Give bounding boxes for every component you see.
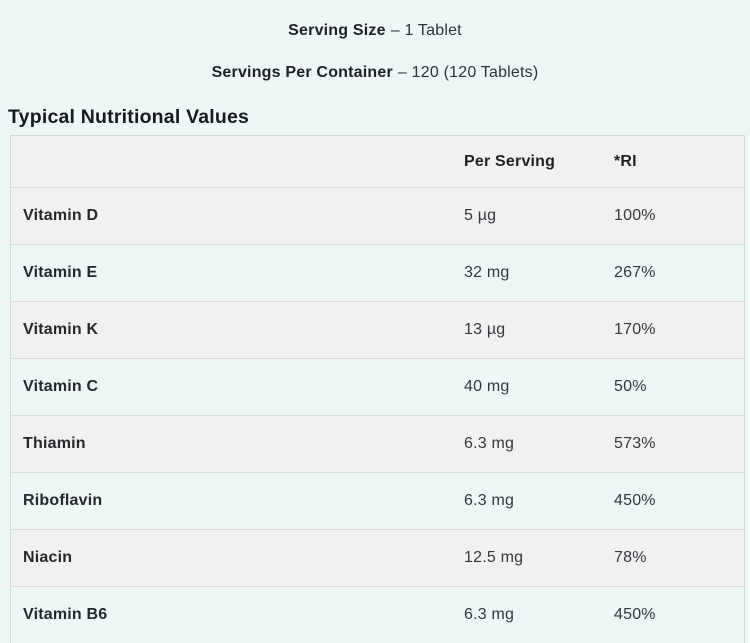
column-header-per-serving: Per Serving (464, 152, 556, 170)
serving-size-label: Serving Size (288, 22, 386, 39)
ri-value: 100% (614, 207, 656, 224)
table-row: Riboflavin 6.3 mg 450% (11, 472, 744, 529)
per-serving-value: 6.3 mg (464, 492, 515, 509)
table-row: Thiamin 6.3 mg 573% (11, 415, 744, 472)
per-serving-value: 13 µg (464, 321, 506, 338)
per-serving-value: 6.3 mg (464, 435, 515, 452)
nutrient-name: Vitamin C (23, 378, 99, 395)
serving-size-line: Serving Size – 1 Tablet (0, 0, 750, 40)
nutrient-name: Thiamin (23, 435, 86, 452)
column-header-ri: *RI (614, 152, 637, 170)
nutrient-name: Vitamin D (23, 207, 99, 224)
ri-value: 450% (614, 492, 656, 509)
per-serving-value: 12.5 mg (464, 549, 524, 566)
nutrient-name: Vitamin B6 (23, 606, 108, 623)
ri-value: 573% (614, 435, 656, 452)
table-header-row: Per Serving *RI (11, 136, 744, 187)
ri-value: 170% (614, 321, 656, 338)
per-serving-value: 32 mg (464, 264, 510, 281)
per-serving-value: 40 mg (464, 378, 510, 395)
table-row: Vitamin C 40 mg 50% (11, 358, 744, 415)
nutrient-name: Riboflavin (23, 492, 103, 509)
nutrient-name: Vitamin E (23, 264, 98, 281)
ri-value: 450% (614, 606, 656, 623)
table-row: Vitamin E 32 mg 267% (11, 244, 744, 301)
nutrient-name: Niacin (23, 549, 73, 566)
table-row: Niacin 12.5 mg 78% (11, 529, 744, 586)
servings-per-container-line: Servings Per Container – 120 (120 Tablets… (0, 40, 750, 82)
ri-value: 50% (614, 378, 647, 395)
table-row: Vitamin B6 6.3 mg 450% (11, 586, 744, 643)
servings-per-container-value: – 120 (120 Tablets) (397, 64, 539, 81)
nutrition-table: Per Serving *RI Vitamin D 5 µg 100% Vita… (10, 135, 745, 643)
per-serving-value: 5 µg (464, 207, 497, 224)
serving-size-value: – 1 Tablet (390, 22, 462, 39)
table-row: Vitamin D 5 µg 100% (11, 187, 744, 244)
nutrient-name: Vitamin K (23, 321, 99, 338)
ri-value: 267% (614, 264, 656, 281)
per-serving-value: 6.3 mg (464, 606, 515, 623)
servings-per-container-label: Servings Per Container (211, 64, 393, 81)
table-row: Vitamin K 13 µg 170% (11, 301, 744, 358)
ri-value: 78% (614, 549, 647, 566)
section-title: Typical Nutritional Values (8, 106, 250, 128)
